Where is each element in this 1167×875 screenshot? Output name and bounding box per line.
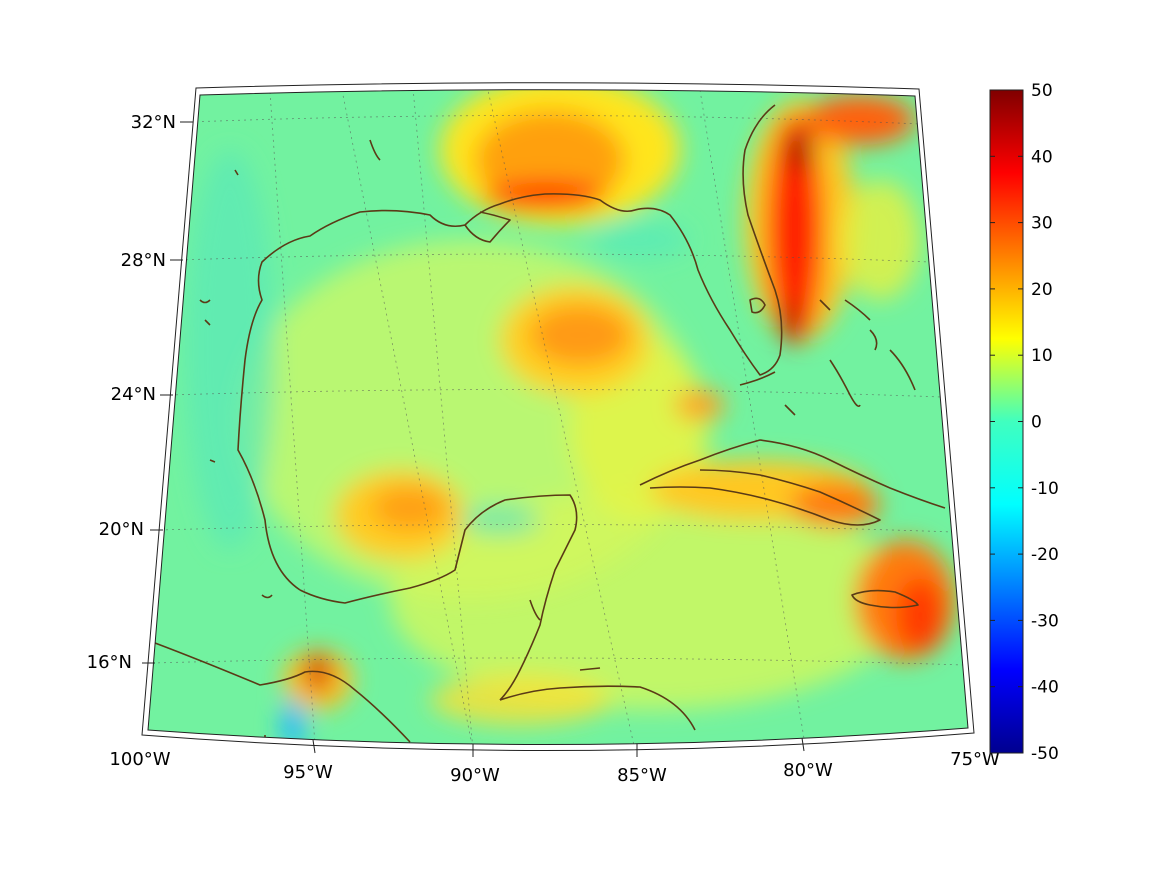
lon-tick-95w bbox=[312, 739, 316, 754]
lon-label-85w: 85°W bbox=[617, 765, 667, 786]
colorbar-tick-label: -10 bbox=[1031, 479, 1059, 499]
colorbar-tick-label: 0 bbox=[1031, 413, 1042, 433]
florida-keys bbox=[739, 371, 796, 416]
lon-label-100w: 100°W bbox=[109, 749, 170, 770]
colorbar-tick-label: -30 bbox=[1031, 611, 1059, 631]
colorbar-tick-label: -50 bbox=[1031, 744, 1059, 764]
yucatan-coastline bbox=[299, 494, 578, 701]
colorbar-tick-label: -40 bbox=[1031, 678, 1059, 698]
central-gulf-orange bbox=[530, 305, 630, 365]
parallel-28n bbox=[179, 253, 931, 263]
lon-label-80w: 80°W bbox=[783, 760, 833, 781]
northeast-orange bbox=[805, 95, 915, 145]
north-red-core bbox=[485, 182, 605, 210]
central-america-yellow bbox=[430, 675, 610, 725]
jamaica-red bbox=[896, 577, 944, 653]
isthmus-cold bbox=[281, 700, 305, 745]
meridian-90w bbox=[341, 89, 474, 745]
colorbar: 50 40 30 20 10 0 -10 -20 -30 -40 -50 bbox=[989, 81, 1059, 764]
florida-dark-core bbox=[786, 128, 814, 172]
coastlines bbox=[154, 104, 946, 745]
axis-ticks bbox=[142, 121, 805, 757]
lon-label-75w: 75°W bbox=[950, 749, 1000, 770]
west-coast-cool bbox=[185, 150, 275, 550]
yucatan-orange bbox=[372, 486, 448, 530]
parallel-20n bbox=[159, 524, 954, 533]
colorbar-ticks: 50 40 30 20 10 0 -10 -20 -30 -40 -50 bbox=[990, 81, 1059, 764]
north-gulf-cool bbox=[590, 222, 690, 258]
field-blobs bbox=[185, 89, 955, 745]
colorbar-tick-label: 30 bbox=[1031, 214, 1053, 234]
lat-label-16n: 16°N bbox=[87, 652, 132, 673]
central-america-coastline bbox=[154, 642, 696, 743]
jamaica-coastline bbox=[851, 589, 919, 609]
cuba-orange bbox=[790, 483, 880, 527]
colorbar-gradient bbox=[989, 89, 1024, 754]
meridian-90w-b bbox=[412, 89, 474, 745]
lon-tick-80w bbox=[801, 737, 805, 752]
lon-label-95w: 95°W bbox=[283, 762, 333, 783]
lat-label-24n: 24°N bbox=[111, 384, 156, 405]
florida-red-band bbox=[767, 115, 823, 345]
atlantic-yellow bbox=[840, 180, 920, 300]
meridian-95w bbox=[269, 91, 316, 745]
lat-label-20n: 20°N bbox=[99, 519, 144, 540]
lake-okeechobee bbox=[749, 297, 766, 314]
bahamas-coastline bbox=[819, 299, 916, 408]
mississippi-delta bbox=[464, 211, 511, 243]
mexico-inland bbox=[199, 299, 273, 599]
map-frame-outer bbox=[141, 82, 975, 752]
campeche-cool bbox=[460, 505, 540, 535]
lon-label-90w: 90°W bbox=[450, 765, 500, 786]
meridian-80w bbox=[699, 89, 806, 745]
florida-dark-core-2 bbox=[778, 300, 802, 340]
map-panel: 32°N 28°N 24°N 20°N 16°N 100°W 95°W 90°W… bbox=[87, 82, 1000, 786]
colorbar-tick-label: 40 bbox=[1031, 147, 1053, 167]
florida-straits-orange bbox=[675, 390, 725, 420]
lat-label-28n: 28°N bbox=[121, 250, 166, 271]
caribbean-warm-field bbox=[390, 490, 910, 710]
cuba-coastline bbox=[639, 439, 946, 526]
small-islands bbox=[234, 139, 601, 671]
colorbar-tick-label: 20 bbox=[1031, 280, 1053, 300]
colorbar-tick-label: 50 bbox=[1031, 81, 1053, 101]
map-frame bbox=[147, 89, 969, 746]
parallel-32n bbox=[189, 115, 921, 125]
colorbar-tick-label: 10 bbox=[1031, 346, 1053, 366]
colorbar-tick-label: -20 bbox=[1031, 545, 1059, 565]
lat-label-32n: 32°N bbox=[131, 112, 176, 133]
graticule bbox=[151, 89, 965, 745]
